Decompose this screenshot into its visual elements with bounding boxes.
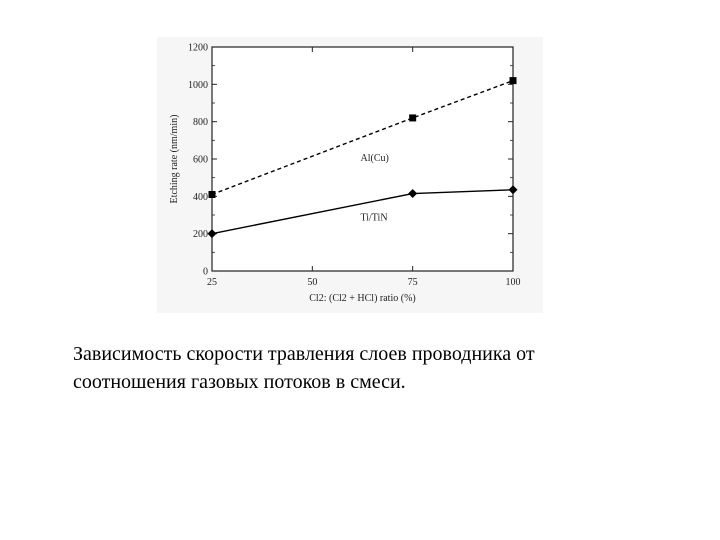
x-axis-title: Cl2: (Cl2 + HCl) ratio (%) [309,293,415,304]
x-tick-label: 50 [307,277,317,288]
y-tick-label: 200 [193,229,208,240]
plot-area [211,46,514,272]
etching-rate-chart: 0 200 400 600 800 1000 1200 25 50 75 100 Etching r… [169,43,521,305]
series-label-ti-tin: Ti/TiN [360,213,387,224]
y-tick-label: 400 [193,192,208,203]
series-label-al-cu: Al(Cu) [360,153,388,164]
data-point-square [409,114,417,122]
y-axis-title: Etching rate (nm/min) [169,115,180,204]
series-line-0 [211,79,514,196]
data-point-diamond [508,185,518,195]
y-tick-label: 0 [203,267,208,278]
axis-ticks: 0 200 400 600 800 1000 1200 25 50 75 100 [188,43,521,289]
plot-frame [211,46,514,272]
data-series [207,77,518,239]
y-tick-label: 1000 [188,80,208,91]
y-tick-label: 600 [193,155,208,166]
data-point-diamond [207,229,217,239]
caption-line-1: Зависимость скорости травления слоев про… [73,343,535,365]
data-point-square [208,190,216,198]
chart-panel: 0 200 400 600 800 1000 1200 25 50 75 100 Etching r… [157,37,543,313]
caption-line-2: соотношения газовых потоков в смеси. [73,371,406,393]
figure-caption: Зависимость скорости травления слоев про… [73,340,673,396]
y-tick-label: 800 [193,117,208,128]
data-point-diamond [408,189,418,199]
chart-labels: Etching rate (nm/min) Cl2: (Cl2 + HCl) r… [169,115,416,304]
data-point-square [509,77,517,85]
x-tick-label: 100 [506,277,521,288]
x-tick-label: 75 [408,277,418,288]
y-tick-label: 1200 [188,43,208,54]
x-tick-label: 25 [207,277,217,288]
